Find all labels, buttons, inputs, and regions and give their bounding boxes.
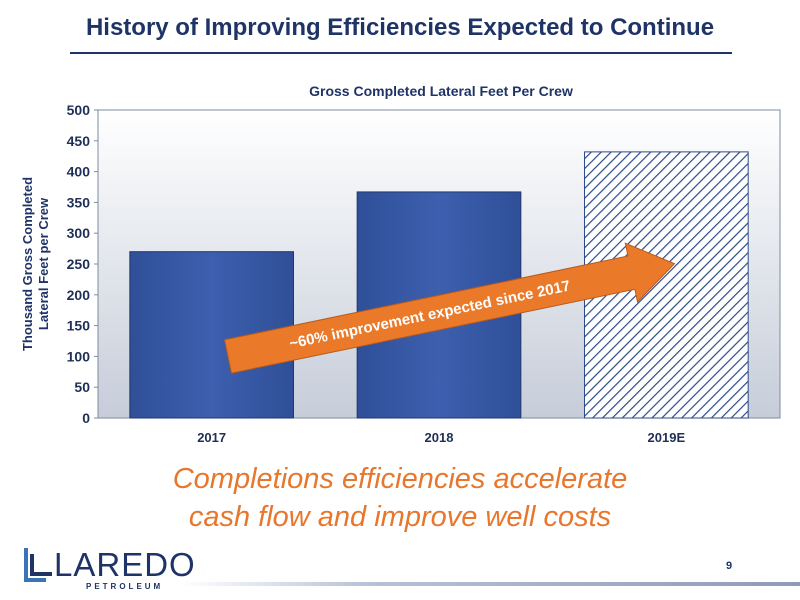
x-axis: 2017 2018 2019E [197, 430, 685, 445]
tagline-line-2: cash flow and improve well costs [188, 501, 612, 533]
y-tick-label: 150 [67, 318, 91, 334]
footer-divider [180, 582, 800, 586]
slide-title: History of Improving Efficiencies Expect… [85, 14, 715, 41]
y-tick-label: 450 [67, 133, 91, 149]
bar-chart: Gross Completed Lateral Feet Per Crew 0 5… [20, 83, 781, 445]
page-number: 9 [726, 560, 733, 572]
y-tick-label: 500 [67, 102, 91, 118]
y-tick-label: 400 [67, 164, 91, 180]
y-tick-label: 350 [67, 194, 91, 210]
tagline-line-1: Completions efficiencies accelerate [172, 463, 628, 495]
y-tick-label: 0 [82, 410, 90, 426]
laredo-logo: LAREDO PETROLEUM [22, 546, 195, 592]
arrow-shape [224, 242, 676, 374]
y-tick-label: 300 [67, 225, 91, 241]
y-axis: 0 50 100 150 200 250 300 350 400 450 500 [67, 102, 98, 426]
y-tick-label: 200 [67, 287, 91, 303]
y-tick-label: 50 [74, 379, 90, 395]
logo-subtitle: PETROLEUM [86, 582, 164, 591]
logo-mark-icon [24, 548, 52, 582]
y-axis-label-line2: Lateral Feet per Crew [36, 197, 51, 330]
logo-wordmark: LAREDO [54, 546, 196, 583]
title-divider [70, 52, 732, 54]
x-tick-label: 2018 [425, 430, 454, 445]
y-axis-label: Thousand Gross Completed [20, 177, 35, 351]
y-tick-label: 100 [67, 348, 91, 364]
chart-title: Gross Completed Lateral Feet Per Crew [309, 83, 573, 99]
tagline: Completions efficiencies accelerate cash… [0, 460, 800, 536]
y-tick-label: 250 [67, 256, 91, 272]
x-tick-label: 2017 [197, 430, 226, 445]
x-tick-label: 2019E [648, 430, 686, 445]
